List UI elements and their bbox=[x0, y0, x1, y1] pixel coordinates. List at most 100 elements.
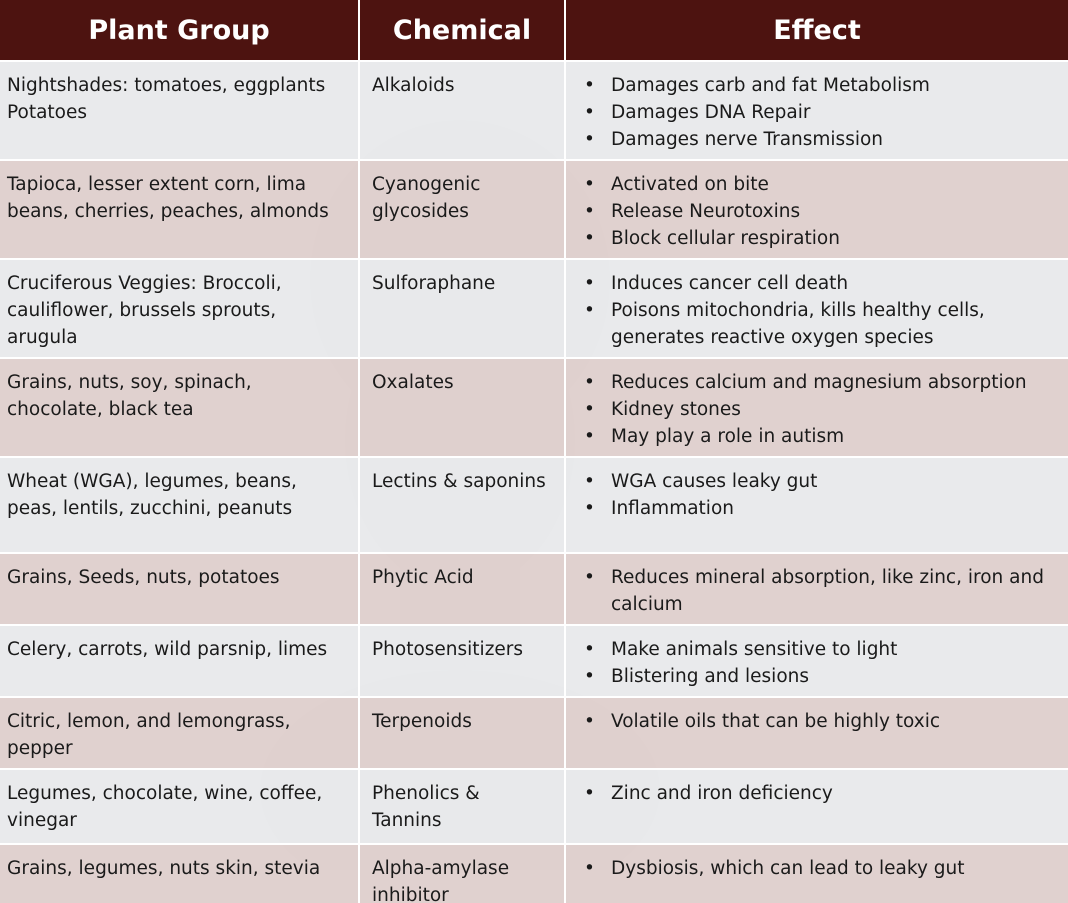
bullet-icon: • bbox=[584, 174, 595, 195]
effect-cell: • Make animals sensitive to light • Blister… bbox=[565, 625, 1068, 698]
bullet-icon: • bbox=[584, 666, 595, 687]
effect-list: • Zinc and iron deficiency bbox=[573, 780, 1062, 807]
chemical-text: Alpha-amylase bbox=[372, 858, 510, 879]
effect-text: Damages nerve Transmission bbox=[611, 129, 884, 150]
chemical-text: Cyanogenic bbox=[372, 174, 481, 195]
plant-group-cell: Grains, nuts, soy, spinach, chocolate, bl… bbox=[0, 358, 360, 458]
effect-list: • Damages carb and fat Metabolism • Damages… bbox=[573, 72, 1062, 153]
chemical-text: Sulforaphane bbox=[372, 273, 496, 294]
plant-group-text: Cruciferous Veggies: Broccoli, bbox=[7, 273, 282, 294]
effect-text: Poisons mitochondria, kills healthy cell… bbox=[611, 300, 985, 321]
plant-group-text: vinegar bbox=[7, 810, 77, 831]
effect-item: • Kidney stones bbox=[573, 396, 1062, 423]
effect-text: Damages carb and fat Metabolism bbox=[611, 75, 930, 96]
effect-item: • Poisons mitochondria, kills healthy cel… bbox=[573, 297, 1062, 351]
table-row: Legumes, chocolate, wine, coffee, vinegar… bbox=[0, 769, 1068, 845]
effect-list: • Reduces mineral absorption, like zinc, … bbox=[573, 564, 1062, 618]
plant-group-text: Citric, lemon, and lemongrass, bbox=[7, 711, 291, 732]
chemical-text: Alkaloids bbox=[372, 75, 455, 96]
effect-text: Block cellular respiration bbox=[611, 228, 840, 249]
plant-group-text: Celery, carrots, wild parsnip, limes bbox=[7, 639, 328, 660]
plant-group-text: Grains, nuts, soy, spinach, bbox=[7, 372, 252, 393]
effect-list: • Induces cancer cell death • Poisons mitoc… bbox=[573, 270, 1062, 351]
effect-item: • Blistering and lesions bbox=[573, 663, 1062, 690]
effect-item: • Damages nerve Transmission bbox=[573, 126, 1062, 153]
effect-item: • WGA causes leaky gut bbox=[573, 468, 1062, 495]
bullet-icon: • bbox=[584, 372, 595, 393]
chemical-cell: Phytic Acid bbox=[359, 553, 566, 626]
effect-item: • Reduces calcium and magnesium absorptio… bbox=[573, 369, 1062, 396]
table-row: Nightshades: tomatoes, eggplants Potatoes… bbox=[0, 61, 1068, 161]
effect-cell: • WGA causes leaky gut • Inflammation bbox=[565, 457, 1068, 554]
effect-cell: • Activated on bite • Release Neurotoxins • B… bbox=[565, 160, 1068, 260]
plant-group-text: cauliflower, brussels sprouts, bbox=[7, 300, 277, 321]
plant-group-cell: Nightshades: tomatoes, eggplants Potatoes bbox=[0, 61, 360, 161]
table-body: Nightshades: tomatoes, eggplants Potatoes… bbox=[0, 61, 1068, 903]
effect-text: Kidney stones bbox=[611, 399, 741, 420]
bullet-icon: • bbox=[584, 567, 595, 588]
chemical-text: Terpenoids bbox=[372, 711, 472, 732]
chemical-cell: Terpenoids bbox=[359, 697, 566, 770]
plant-group-text: Wheat (WGA), legumes, beans, bbox=[7, 471, 297, 492]
effect-text: Dysbiosis, which can lead to leaky gut bbox=[611, 858, 965, 879]
bullet-icon: • bbox=[584, 471, 595, 492]
effect-item: • Reduces mineral absorption, like zinc, … bbox=[573, 564, 1062, 618]
header-chemical: Chemical bbox=[359, 0, 566, 62]
effect-text: Damages DNA Repair bbox=[611, 102, 811, 123]
effect-item: • Damages carb and fat Metabolism bbox=[573, 72, 1062, 99]
effect-item: • Inflammation bbox=[573, 495, 1062, 522]
plant-group-text: Grains, Seeds, nuts, potatoes bbox=[7, 567, 280, 588]
plant-group-cell: Grains, legumes, nuts skin, stevia bbox=[0, 844, 360, 903]
effect-text: generates reactive oxygen species bbox=[611, 327, 934, 348]
header-plant-group: Plant Group bbox=[0, 0, 360, 62]
plant-group-text: Nightshades: tomatoes, eggplants bbox=[7, 75, 326, 96]
table-row: Celery, carrots, wild parsnip, limes Phot… bbox=[0, 625, 1068, 698]
effect-text: May play a role in autism bbox=[611, 426, 845, 447]
table-header-row: Plant Group Chemical Effect bbox=[0, 0, 1068, 62]
plant-group-cell: Legumes, chocolate, wine, coffee, vinegar bbox=[0, 769, 360, 845]
effect-item: • Make animals sensitive to light bbox=[573, 636, 1062, 663]
effect-list: • Reduces calcium and magnesium absorptio… bbox=[573, 369, 1062, 450]
effect-text: Activated on bite bbox=[611, 174, 769, 195]
chemical-text: Phytic Acid bbox=[372, 567, 474, 588]
bullet-icon: • bbox=[584, 201, 595, 222]
effect-item: • Damages DNA Repair bbox=[573, 99, 1062, 126]
chemical-text: Tannins bbox=[372, 810, 442, 831]
plant-group-cell: Cruciferous Veggies: Broccoli, cauliflowe… bbox=[0, 259, 360, 359]
effect-list: • WGA causes leaky gut • Inflammation bbox=[573, 468, 1062, 522]
effect-cell: • Reduces calcium and magnesium absorptio… bbox=[565, 358, 1068, 458]
plant-group-cell: Citric, lemon, and lemongrass, pepper bbox=[0, 697, 360, 770]
header-effect: Effect bbox=[565, 0, 1068, 62]
effect-text: calcium bbox=[611, 594, 683, 615]
effect-list: • Make animals sensitive to light • Blister… bbox=[573, 636, 1062, 690]
chemical-cell: Alkaloids bbox=[359, 61, 566, 161]
chemical-text: Phenolics & bbox=[372, 783, 480, 804]
chemical-cell: Sulforaphane bbox=[359, 259, 566, 359]
effect-item: • Induces cancer cell death bbox=[573, 270, 1062, 297]
plant-group-text: Potatoes bbox=[7, 102, 87, 123]
bullet-icon: • bbox=[584, 783, 595, 804]
effect-text: Volatile oils that can be highly toxic bbox=[611, 711, 941, 732]
effect-text: WGA causes leaky gut bbox=[611, 471, 818, 492]
chemical-cell: Phenolics & Tannins bbox=[359, 769, 566, 845]
chemical-text: Lectins & saponins bbox=[372, 471, 546, 492]
plant-group-text: pepper bbox=[7, 738, 73, 759]
table-row: Grains, nuts, soy, spinach, chocolate, bl… bbox=[0, 358, 1068, 458]
plant-group-cell: Tapioca, lesser extent corn, lima beans, … bbox=[0, 160, 360, 260]
bullet-icon: • bbox=[584, 426, 595, 447]
chemical-cell: Lectins & saponins bbox=[359, 457, 566, 554]
bullet-icon: • bbox=[584, 273, 595, 294]
plant-group-text: beans, cherries, peaches, almonds bbox=[7, 201, 329, 222]
bullet-icon: • bbox=[584, 102, 595, 123]
bullet-icon: • bbox=[584, 228, 595, 249]
table-row: Wheat (WGA), legumes, beans, peas, lentil… bbox=[0, 457, 1068, 554]
effect-cell: • Induces cancer cell death • Poisons mitoc… bbox=[565, 259, 1068, 359]
effect-cell: • Dysbiosis, which can lead to leaky gut bbox=[565, 844, 1068, 903]
table-row: Tapioca, lesser extent corn, lima beans, … bbox=[0, 160, 1068, 260]
effect-cell: • Volatile oils that can be highly toxic bbox=[565, 697, 1068, 770]
bullet-icon: • bbox=[584, 711, 595, 732]
table-row: Citric, lemon, and lemongrass, pepper Terp… bbox=[0, 697, 1068, 770]
effect-item: • May play a role in autism bbox=[573, 423, 1062, 450]
chemical-text: inhibitor bbox=[372, 885, 449, 903]
